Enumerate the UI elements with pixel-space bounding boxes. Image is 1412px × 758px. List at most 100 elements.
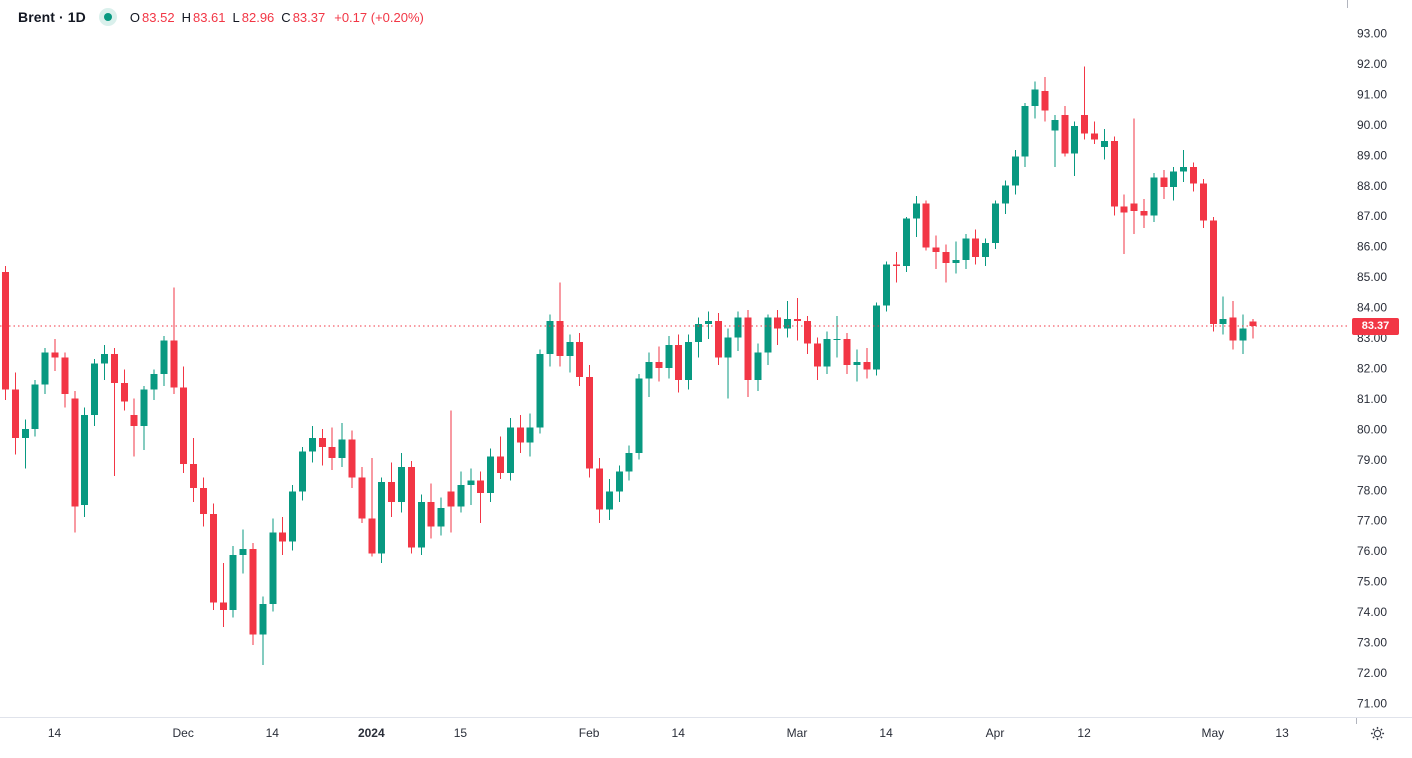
- candle: [794, 297, 801, 341]
- candle: [229, 546, 237, 618]
- candle: [378, 477, 386, 563]
- time-tick-label: 14: [266, 726, 280, 740]
- price-tick-label: 90.00: [1357, 118, 1387, 132]
- candle: [269, 518, 277, 612]
- price-tick-label: 74.00: [1357, 605, 1387, 619]
- candle: [803, 316, 811, 355]
- candle: [407, 460, 415, 554]
- candle: [695, 317, 702, 358]
- candle: [51, 339, 59, 371]
- candle: [625, 445, 633, 481]
- candle: [31, 380, 39, 437]
- candle: [101, 345, 108, 381]
- candle: [1239, 314, 1247, 355]
- price-tick-label: 89.00: [1357, 148, 1387, 162]
- candle: [467, 468, 475, 505]
- price-tick-label: 87.00: [1357, 209, 1387, 223]
- price-tick-label: 71.00: [1357, 696, 1387, 710]
- candle: [655, 346, 663, 382]
- candle: [338, 422, 346, 467]
- candle: [81, 407, 89, 518]
- candle: [724, 328, 732, 399]
- candle: [942, 244, 950, 283]
- ohlc-high-value: 83.61: [192, 9, 226, 25]
- candle: [586, 364, 594, 478]
- price-change: +0.17 (+0.20%): [334, 9, 424, 25]
- symbol-title[interactable]: Brent · 1D: [18, 9, 86, 25]
- candle: [299, 447, 306, 501]
- candle: [566, 334, 574, 373]
- candle: [497, 436, 504, 480]
- candle: [150, 369, 158, 400]
- candle: [180, 366, 188, 474]
- time-axis[interactable]: 14 Dec 14 2024 15 Feb 14 Mar 14 Apr 12 May 13: [48, 726, 1289, 740]
- candle: [813, 337, 821, 381]
- candle: [645, 352, 653, 397]
- ohlc-row: O 83.52 H 83.61 L 82.96 C 83.37 +0.17 (+…: [130, 10, 424, 25]
- candle: [526, 413, 534, 457]
- candle: [200, 477, 207, 527]
- candle: [784, 300, 792, 338]
- candle: [774, 310, 782, 346]
- price-tick-label: 93.00: [1357, 27, 1387, 41]
- candle: [388, 462, 396, 518]
- price-tick-label: 81.00: [1357, 392, 1387, 406]
- time-tick-label: Apr: [986, 726, 1005, 740]
- candle: [1041, 77, 1049, 122]
- candle: [1061, 106, 1069, 157]
- time-tick-label: 13: [1275, 726, 1289, 740]
- price-tick-label: 92.00: [1357, 57, 1387, 71]
- candle: [912, 195, 920, 238]
- gear-icon[interactable]: [1370, 726, 1385, 741]
- time-tick-label: 2024: [358, 726, 385, 740]
- candle: [1120, 194, 1128, 254]
- candle: [11, 372, 19, 455]
- candle: [665, 335, 673, 379]
- candle: [506, 418, 514, 481]
- candle: [883, 261, 891, 312]
- price-tick-label: 88.00: [1357, 179, 1387, 193]
- candle: [635, 374, 643, 460]
- status-dot: [103, 13, 112, 21]
- candle: [992, 200, 999, 250]
- candle: [61, 352, 69, 408]
- price-tick-label: 72.00: [1357, 666, 1387, 680]
- time-tick-label: 12: [1077, 726, 1091, 740]
- candle: [1160, 170, 1168, 199]
- time-tick-label: Feb: [579, 726, 600, 740]
- ohlc-open: O 83.52: [130, 10, 175, 25]
- price-tick-label: 85.00: [1357, 270, 1387, 284]
- candle: [1249, 318, 1257, 339]
- price-tick-label: 82.00: [1357, 361, 1387, 375]
- price-axis[interactable]: 93.00 92.00 91.00 90.00 89.00 88.00 87.00 86.00…: [1357, 27, 1387, 711]
- candle: [1140, 198, 1148, 228]
- market-status-dot-icon[interactable]: [98, 8, 117, 26]
- candle: [170, 287, 178, 394]
- price-tick-label: 75.00: [1357, 575, 1387, 589]
- candle: [982, 238, 990, 266]
- candle: [615, 465, 623, 502]
- candle: [140, 386, 148, 451]
- candle: [398, 453, 405, 513]
- candle: [734, 311, 742, 352]
- time-tick-label: 14: [48, 726, 62, 740]
- candle: [1071, 121, 1079, 177]
- candle: [1031, 81, 1039, 119]
- candle: [843, 332, 851, 375]
- candle: [417, 494, 425, 556]
- candle: [447, 410, 455, 533]
- candle: [972, 229, 980, 265]
- ohlc-low: L 82.96: [233, 10, 275, 25]
- candle: [1001, 180, 1009, 215]
- time-tick-label: 14: [672, 726, 686, 740]
- price-tick-label: 76.00: [1357, 544, 1387, 558]
- candle: [1100, 128, 1108, 160]
- candle: [704, 311, 712, 340]
- candle: [596, 457, 603, 524]
- candle: [754, 343, 762, 391]
- candle: [546, 314, 554, 367]
- candle: [259, 596, 267, 665]
- candle: [308, 425, 316, 463]
- ohlc-low-label: L: [232, 9, 240, 25]
